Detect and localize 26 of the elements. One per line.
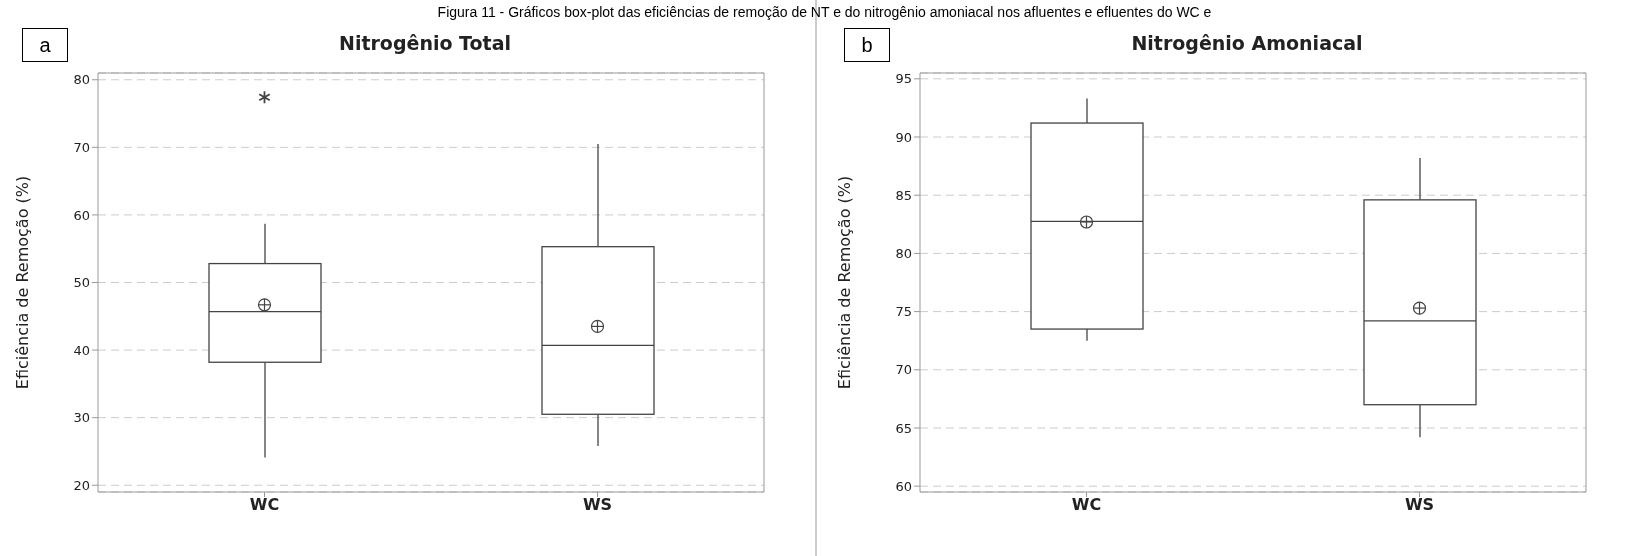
y-tick-label: 60	[895, 478, 912, 494]
y-tick-label: 90	[895, 129, 912, 145]
y-tick-label: 80	[73, 72, 90, 88]
x-tick-label: WS	[1404, 495, 1435, 515]
x-tick-label: WC	[249, 495, 280, 515]
text: b	[844, 28, 890, 62]
chart-title: Nitrogênio Total	[338, 32, 512, 54]
y-tick-label: 30	[73, 410, 90, 426]
x-tick-label: WC	[1071, 495, 1102, 515]
y-axis-title: Eficiência de Remoção (%)	[12, 175, 32, 390]
text: Figura 11 - Gráficos box-plot das eficiências de remoção de NT e do nitrogênio amoniacal nos afluentes e efluentes do WC e	[436, 4, 1213, 20]
text: a	[22, 28, 68, 62]
y-tick-label: 40	[73, 342, 90, 358]
x-tick-label: WS	[582, 495, 613, 515]
y-tick-label: 60	[73, 207, 90, 223]
y-axis-title: Eficiência de Remoção (%)	[834, 175, 854, 390]
y-tick-label: 70	[73, 139, 90, 155]
y-tick-label: 80	[895, 246, 912, 262]
chart-title: Nitrogênio Amoniacal	[1130, 32, 1364, 54]
y-tick-label: 70	[895, 362, 912, 378]
y-tick-label: 85	[895, 187, 912, 203]
y-tick-label: 20	[73, 477, 90, 493]
y-tick-label: 65	[895, 420, 912, 436]
y-tick-label: 50	[73, 275, 90, 291]
y-tick-label: 95	[895, 71, 912, 87]
y-tick-label: 75	[895, 304, 912, 320]
